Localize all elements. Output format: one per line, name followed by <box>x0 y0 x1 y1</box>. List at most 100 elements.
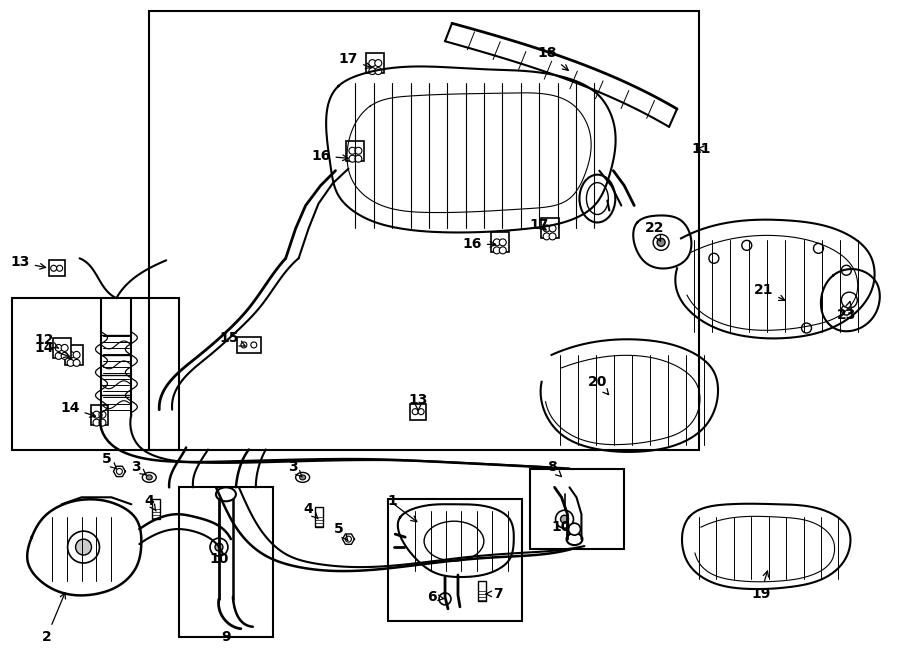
Circle shape <box>210 538 228 556</box>
Bar <box>65 345 83 365</box>
Circle shape <box>61 344 68 352</box>
Circle shape <box>355 156 362 162</box>
Text: 5: 5 <box>102 452 116 469</box>
Circle shape <box>842 305 851 315</box>
Bar <box>346 141 364 161</box>
Circle shape <box>73 352 80 358</box>
Bar <box>49 260 65 276</box>
Text: 15: 15 <box>220 331 245 346</box>
Circle shape <box>709 254 719 263</box>
Circle shape <box>802 323 812 333</box>
Text: 21: 21 <box>754 283 785 301</box>
Circle shape <box>742 240 751 250</box>
Circle shape <box>369 68 376 75</box>
Circle shape <box>99 411 106 418</box>
Text: 6: 6 <box>428 590 444 604</box>
Bar <box>388 499 522 621</box>
Text: 16: 16 <box>311 149 348 163</box>
Bar <box>541 218 559 238</box>
Text: 12: 12 <box>34 333 58 348</box>
Circle shape <box>500 247 507 254</box>
Circle shape <box>657 238 665 246</box>
Text: 17: 17 <box>338 52 372 68</box>
Circle shape <box>68 352 74 358</box>
Circle shape <box>412 408 418 414</box>
Circle shape <box>116 469 122 475</box>
Circle shape <box>251 342 256 348</box>
Circle shape <box>418 408 424 414</box>
Circle shape <box>55 352 62 359</box>
Text: 7: 7 <box>486 587 502 601</box>
Text: 14: 14 <box>34 341 69 357</box>
Ellipse shape <box>566 533 582 545</box>
Circle shape <box>374 68 382 75</box>
Text: 1: 1 <box>387 495 397 508</box>
Circle shape <box>93 419 100 426</box>
Text: 9: 9 <box>221 630 230 643</box>
Text: 2: 2 <box>41 592 66 643</box>
Text: 13: 13 <box>11 256 46 269</box>
Text: 16: 16 <box>463 238 496 252</box>
Ellipse shape <box>300 475 306 480</box>
Circle shape <box>55 344 62 352</box>
Bar <box>410 404 426 420</box>
Circle shape <box>369 60 376 67</box>
Bar <box>366 53 384 73</box>
Circle shape <box>500 239 507 246</box>
Circle shape <box>374 60 382 67</box>
Circle shape <box>76 539 92 555</box>
Ellipse shape <box>580 175 616 222</box>
Bar <box>149 11 699 449</box>
Text: 19: 19 <box>751 571 770 601</box>
Circle shape <box>543 233 550 240</box>
Circle shape <box>61 352 68 359</box>
Text: 3: 3 <box>131 461 147 475</box>
Circle shape <box>814 244 824 254</box>
Ellipse shape <box>296 473 310 483</box>
Bar <box>12 298 179 449</box>
Bar <box>152 499 160 519</box>
Circle shape <box>355 147 362 154</box>
Circle shape <box>653 234 669 250</box>
Bar <box>237 337 261 353</box>
Text: 3: 3 <box>288 461 302 477</box>
Circle shape <box>543 225 550 232</box>
Text: 11: 11 <box>691 142 711 156</box>
Circle shape <box>50 265 57 271</box>
Circle shape <box>493 239 500 246</box>
Bar <box>91 404 108 424</box>
Bar <box>478 581 486 601</box>
Circle shape <box>73 359 80 366</box>
Ellipse shape <box>216 487 236 501</box>
Text: 13: 13 <box>409 393 428 410</box>
Bar <box>315 507 322 527</box>
Ellipse shape <box>147 475 152 480</box>
Circle shape <box>241 342 247 348</box>
Circle shape <box>555 510 573 528</box>
Text: 14: 14 <box>60 401 95 417</box>
Bar <box>179 487 273 637</box>
Circle shape <box>569 523 580 535</box>
Circle shape <box>68 531 100 563</box>
Bar <box>53 338 70 358</box>
Text: 4: 4 <box>303 502 319 519</box>
Text: 20: 20 <box>588 375 608 395</box>
Bar <box>530 469 625 549</box>
Circle shape <box>561 515 569 523</box>
Text: 10: 10 <box>552 520 572 534</box>
Circle shape <box>99 419 106 426</box>
Circle shape <box>349 147 356 154</box>
Ellipse shape <box>587 183 608 214</box>
Circle shape <box>68 359 74 366</box>
Circle shape <box>439 593 451 605</box>
Text: 18: 18 <box>538 46 568 70</box>
Text: 22: 22 <box>644 221 664 241</box>
Circle shape <box>346 536 351 542</box>
Text: 4: 4 <box>144 495 156 511</box>
Circle shape <box>57 265 63 271</box>
Text: 8: 8 <box>546 461 562 477</box>
Bar <box>491 232 508 252</box>
Ellipse shape <box>424 521 484 561</box>
Text: 17: 17 <box>530 218 549 232</box>
Circle shape <box>93 411 100 418</box>
